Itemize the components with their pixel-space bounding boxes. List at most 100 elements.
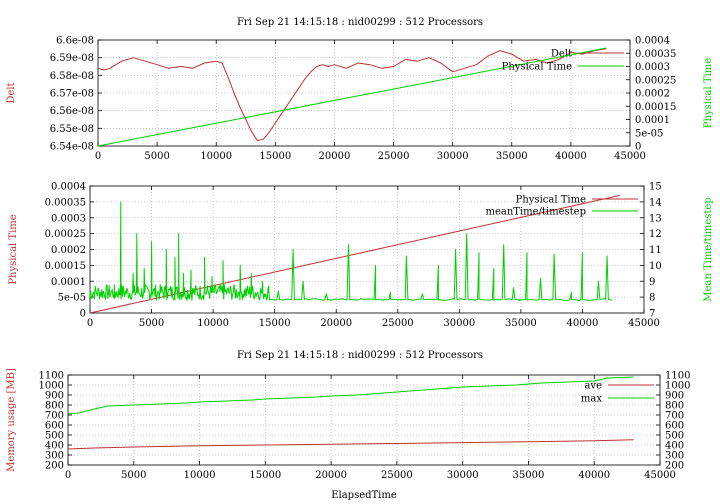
y-tick-label: 400 — [45, 441, 64, 452]
x-tick-label: 30000 — [447, 470, 479, 481]
x-tick-label: 25000 — [381, 470, 413, 481]
legend-label: ave — [584, 381, 602, 392]
legend-label: Delt — [551, 49, 572, 60]
y2-tick-label: 9 — [649, 277, 655, 288]
chart-title: Fri Sep 21 14:15:18 : nid00299 : 512 Pro… — [237, 17, 483, 28]
y2-tick-label: 7 — [649, 309, 655, 320]
x-tick-label: 20000 — [315, 470, 347, 481]
x-tick-label: 10000 — [197, 318, 229, 329]
physical-time-mean-timestep-chart: 0 5000 10000 15000 20000 25000 30000 35000 40000… — [8, 182, 714, 330]
y-tick-label: 0.00025 — [45, 229, 86, 240]
y-tick-label: 6.59e-08 — [50, 53, 94, 64]
y2-tick-label: 0.00025 — [635, 75, 676, 86]
y2-axis-label: Physical Time — [703, 58, 714, 128]
x-tick-label: 0 — [95, 151, 101, 162]
x-tick-label: 35000 — [505, 318, 537, 329]
y-tick-label: 6.55e-08 — [50, 124, 94, 135]
x-tick-label: 45000 — [628, 318, 660, 329]
x-tick-label: 45000 — [644, 470, 676, 481]
y2-axis-label: Mean Time/timestep — [703, 197, 714, 301]
plot-frame — [67, 374, 661, 466]
y-tick-label: 200 — [45, 461, 64, 472]
x-tick-label: 40000 — [578, 470, 610, 481]
y-tick-label: 6.58e-08 — [50, 71, 94, 82]
y-tick-label: 0.0003 — [51, 213, 86, 224]
y-tick-label: 6.57e-08 — [50, 89, 94, 100]
y2-tick-label: 0.0003 — [635, 62, 670, 73]
y-axis-label: Memory usage [MB] — [6, 368, 17, 472]
y-tick-label: 700 — [45, 411, 64, 422]
y-tick-label: 900 — [45, 391, 64, 402]
y-tick-label: 0.00035 — [45, 197, 86, 208]
x-tick-label: 35000 — [496, 151, 528, 162]
y2-tick-label: 12 — [649, 229, 662, 240]
y2-tick-label: 300 — [665, 451, 684, 462]
y2-tick-label: 1000 — [665, 381, 690, 392]
x-tick-label: 25000 — [378, 151, 410, 162]
y2-tick-label: 900 — [665, 391, 684, 402]
y-tick-label: 0 — [80, 309, 86, 320]
y2-tick-label: 0.0004 — [635, 36, 670, 47]
y2-tick-label: 15 — [649, 182, 662, 193]
x-tick-label: 0 — [65, 470, 71, 481]
legend-label: max — [581, 394, 602, 405]
x-tick-label: 5000 — [121, 470, 146, 481]
y-tick-label: 800 — [45, 401, 64, 412]
legend-label: Physical Time — [516, 195, 586, 206]
y-tick-label: 6.56e-08 — [50, 106, 94, 117]
y2-tick-label: 600 — [665, 421, 684, 432]
y2-tick-label: 500 — [665, 431, 684, 442]
x-tick-label: 30000 — [437, 151, 469, 162]
y2-tick-label: 8 — [649, 293, 655, 304]
y-axis-label: Physical Time — [8, 214, 19, 284]
series-line-delt — [97, 48, 607, 142]
legend-label: Physical Time — [502, 62, 572, 73]
y2-tick-label: 700 — [665, 411, 684, 422]
y-tick-label: 1000 — [39, 381, 64, 392]
memory-usage-chart: 0 5000 10000 15000 20000 25000 30000 35000 40000… — [6, 350, 690, 501]
x-tick-label: 10000 — [184, 470, 216, 481]
y-axis-label: Delt — [6, 82, 17, 103]
x-tick-label: 15000 — [249, 470, 281, 481]
x-tick-label: 35000 — [513, 470, 545, 481]
y2-tick-label: 1100 — [665, 371, 690, 382]
x-tick-label: 30000 — [443, 318, 475, 329]
y-tick-label: 1100 — [39, 371, 64, 382]
y2-tick-label: 800 — [665, 401, 684, 412]
y-tick-label: 6.54e-08 — [50, 142, 94, 153]
y-tick-label: 0.0001 — [51, 277, 86, 288]
y2-tick-label: 200 — [665, 461, 684, 472]
y2-tick-label: 400 — [665, 441, 684, 452]
y2-tick-label: 0.0001 — [635, 115, 670, 126]
x-tick-label: 40000 — [567, 318, 599, 329]
x-axis-label: ElapsedTime — [331, 490, 397, 501]
series-line-ave — [67, 439, 634, 450]
x-tick-label: 5000 — [144, 151, 169, 162]
y2-tick-label: 0.00015 — [635, 102, 676, 113]
chart-title: Fri Sep 21 14:15:18 : nid00299 : 512 Pro… — [237, 350, 483, 361]
x-tick-label: 25000 — [382, 318, 414, 329]
y2-tick-label: 14 — [649, 197, 662, 208]
x-tick-label: 20000 — [320, 318, 352, 329]
y-tick-label: 300 — [45, 451, 64, 462]
y-tick-label: 0.0002 — [51, 245, 86, 256]
y-tick-label: 0.0004 — [51, 182, 86, 193]
series-line-max — [67, 376, 634, 415]
series-line-meantime-timestep — [89, 201, 613, 301]
y-tick-label: 6.6e-08 — [56, 36, 94, 47]
y-tick-label: 500 — [45, 431, 64, 442]
y2-tick-label: 0.00035 — [635, 49, 676, 60]
y2-tick-label: 0.0002 — [635, 89, 670, 100]
legend-label: meanTime/timestep — [485, 207, 586, 218]
y-tick-label: 5e-05 — [58, 293, 86, 304]
x-tick-label: 15000 — [259, 151, 291, 162]
y-tick-label: 0.00015 — [45, 261, 86, 272]
x-tick-label: 10000 — [200, 151, 232, 162]
y-tick-label: 600 — [45, 421, 64, 432]
delt-physical-time-chart: 0 5000 10000 15000 20000 25000 30000 35000 40000… — [6, 17, 714, 162]
x-tick-label: 20000 — [319, 151, 351, 162]
y2-tick-label: 11 — [649, 245, 662, 256]
y2-tick-label: 13 — [649, 213, 662, 224]
series-line-physical-time — [97, 47, 607, 147]
